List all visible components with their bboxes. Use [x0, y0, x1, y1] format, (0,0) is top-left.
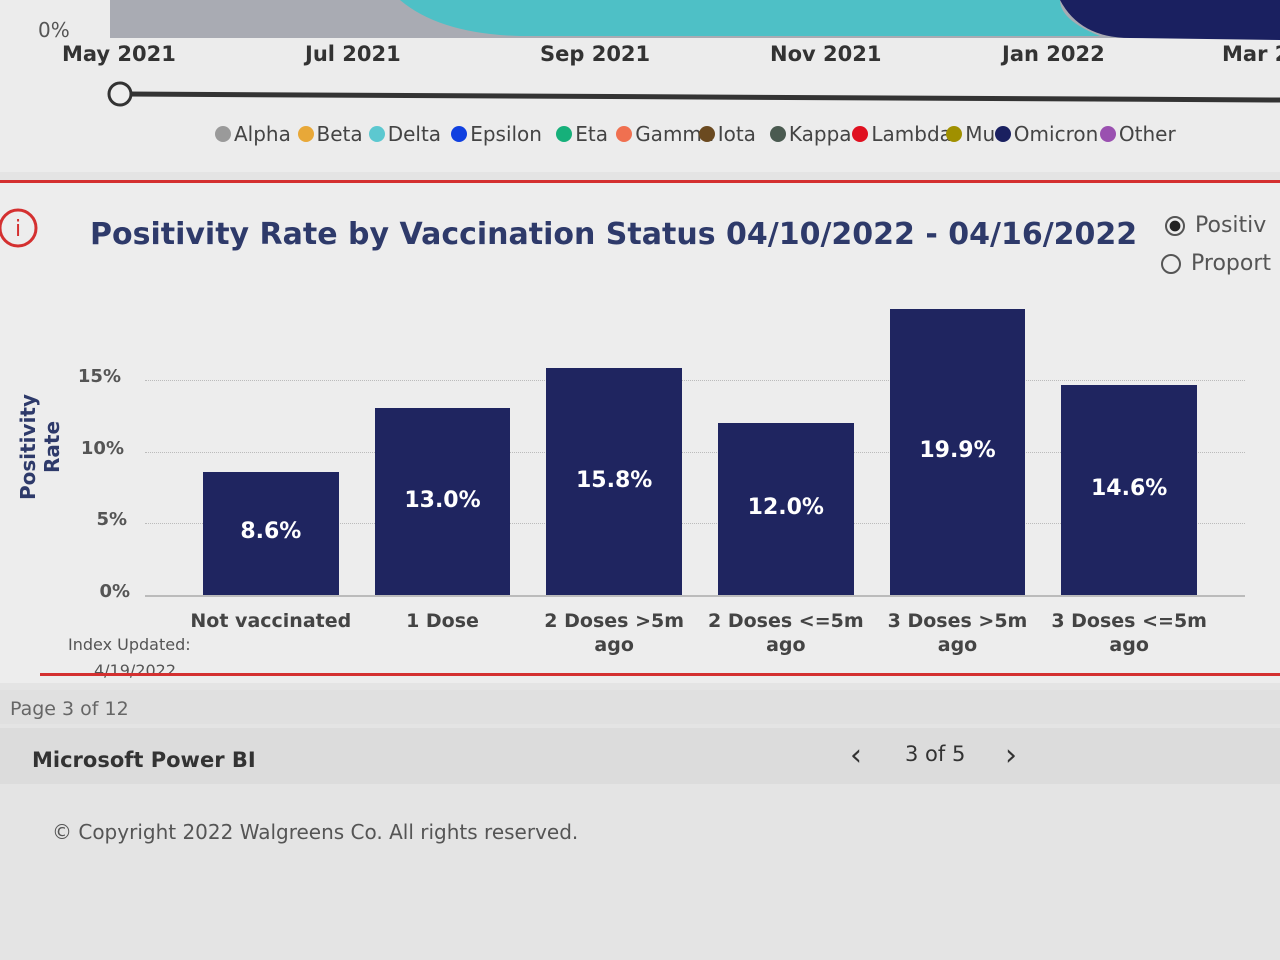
legend-item[interactable]: Mu	[946, 122, 995, 146]
bar[interactable]	[374, 408, 511, 595]
y-tick-label: 15%	[77, 365, 121, 387]
chart-title: Positivity Rate by Vaccination Status 04…	[90, 217, 1138, 252]
index-label: Index Updated:	[68, 635, 191, 654]
index-date: 4/19/2022	[94, 661, 177, 680]
radio-option[interactable]: Proport	[1161, 251, 1271, 276]
page-indicator: Page 3 of 12	[10, 698, 129, 720]
info-icon[interactable]: i	[0, 203, 40, 253]
y-tick-label: 10%	[80, 437, 124, 459]
grid-line	[145, 523, 1245, 525]
legend-item[interactable]: Epsilon	[451, 122, 542, 146]
x-tick-label: 2 Doses <=5m ago	[708, 610, 864, 656]
legend-item[interactable]: Gamma	[616, 122, 714, 146]
legend-dot	[769, 126, 786, 142]
legend-item[interactable]: Omicron	[994, 122, 1099, 146]
legend-text: Kappa	[788, 122, 852, 146]
grid-line	[145, 595, 1245, 597]
legend-text: Mu	[965, 122, 996, 146]
legend-text: Alpha	[234, 122, 291, 146]
legend-text: Beta	[316, 122, 363, 146]
legend-dot	[368, 126, 385, 142]
x-tick-label: 3 Doses <=5m ago	[1051, 610, 1207, 656]
month-label: Sep 2021	[540, 42, 651, 66]
next-button[interactable]: ›	[1005, 738, 1017, 773]
legend-text: Lambda	[871, 122, 952, 146]
svg-text:i: i	[15, 217, 21, 242]
legend-item[interactable]: Delta	[368, 122, 442, 146]
y-tick-label: 5%	[96, 509, 127, 531]
legend-item[interactable]: Alpha	[215, 122, 291, 146]
radio-label: Positiv	[1195, 213, 1267, 238]
area-strip	[110, 0, 1280, 40]
x-tick-label: 1 Dose	[406, 610, 479, 632]
panel-border	[40, 673, 1280, 676]
legend-dot	[297, 126, 314, 142]
value-label: 14.6%	[1090, 476, 1168, 502]
legend-dot	[1099, 126, 1116, 142]
legend-text: Eta	[575, 122, 609, 146]
legend-dot	[215, 126, 231, 142]
legend-item[interactable]: Beta	[297, 122, 363, 146]
month-label: Jul 2021	[305, 42, 401, 66]
legend-dot	[994, 126, 1011, 142]
bar[interactable]	[889, 309, 1026, 595]
grid-line	[145, 379, 1245, 381]
legend-text: Other	[1118, 122, 1176, 146]
timeline-panel: 0% May 2021 Jul 2021 Sep 2021 Nov 2021 Jan 2…	[0, 0, 1280, 172]
legend-item[interactable]: Iota	[698, 122, 756, 146]
chart-panel: i Positivity Rate by Vaccination Status …	[0, 180, 1280, 683]
bar[interactable]	[718, 422, 854, 595]
legend-item[interactable]: Kappa	[769, 122, 852, 146]
legend-dot	[946, 126, 963, 142]
radio	[1161, 254, 1181, 274]
bar[interactable]	[1061, 385, 1197, 595]
month-label: Nov 2021	[770, 42, 882, 66]
page-bar: Page 3 of 12	[0, 690, 1280, 724]
legend-dot	[698, 126, 715, 142]
legend-item[interactable]: Other	[1099, 122, 1176, 146]
legend-dot	[616, 126, 633, 142]
x-tick-label: Not vaccinated	[190, 610, 352, 632]
radio-option[interactable]: Positiv	[1165, 213, 1266, 238]
legend-dot	[556, 126, 573, 142]
legend-dot	[852, 126, 869, 142]
value-label: 12.0%	[747, 494, 824, 520]
timeline-axis-label: 0%	[38, 18, 70, 42]
month-label: Mar 2	[1222, 42, 1280, 66]
bar[interactable]	[203, 471, 339, 595]
month-label: May 2021	[62, 42, 176, 66]
legend-item[interactable]: Lambda	[852, 122, 952, 146]
pager: 3 of 5	[905, 742, 966, 766]
grid-line	[145, 451, 1245, 453]
legend-text: Delta	[387, 122, 442, 146]
x-tick-label: 3 Doses >5m ago	[887, 610, 1028, 656]
brand: Microsoft Power BI	[32, 748, 256, 772]
footer-bar: Microsoft Power BI ‹ 3 of 5 ›	[0, 728, 1280, 784]
y-tick-label: 0%	[99, 581, 130, 602]
value-label: 19.9%	[919, 438, 996, 464]
value-label: 8.6%	[240, 519, 302, 545]
legend-item[interactable]: Eta	[556, 122, 608, 146]
prev-button[interactable]: ‹	[850, 738, 862, 773]
slider[interactable]	[0, 80, 1280, 110]
value-label: 13.0%	[404, 487, 481, 513]
value-label: 15.8%	[575, 467, 653, 493]
radio-label: Proport	[1191, 251, 1271, 276]
radio	[1165, 216, 1185, 236]
copyright: © Copyright 2022 Walgreens Co. All right…	[52, 820, 579, 844]
bar[interactable]	[546, 368, 682, 595]
legend-text: Iota	[717, 122, 756, 146]
month-label: Jan 2022	[1002, 42, 1105, 66]
legend-text: Epsilon	[470, 122, 542, 146]
legend-text: Omicron	[1013, 122, 1099, 146]
x-tick-label: 2 Doses >5m ago	[544, 610, 685, 656]
legend-dot	[451, 126, 468, 142]
